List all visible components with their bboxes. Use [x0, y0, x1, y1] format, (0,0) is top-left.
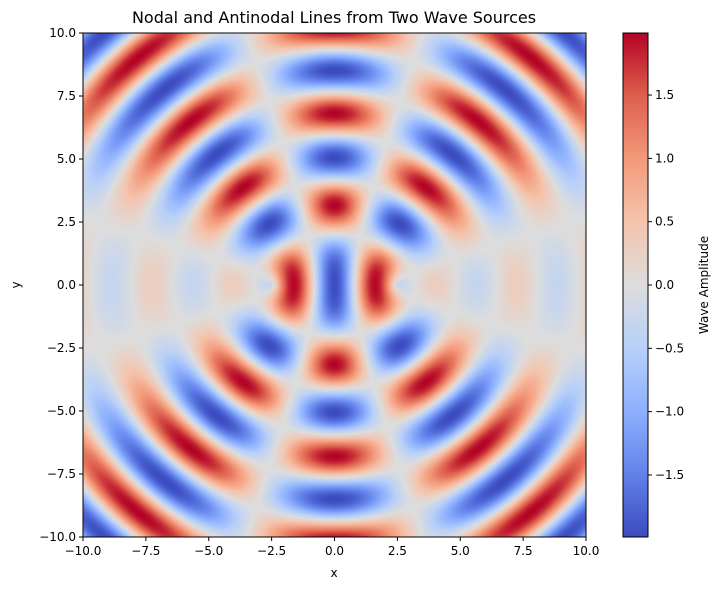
colorbar-tick-label: 1.5: [655, 88, 674, 102]
colorbar-tick-label: 1.0: [655, 151, 674, 165]
y-tick-label: 7.5: [57, 89, 76, 103]
x-tick-label: −10.0: [65, 544, 102, 558]
x-tick-label: 10.0: [573, 544, 600, 558]
y-tick-label: −2.5: [47, 341, 76, 355]
wave-interference-heatmap: [83, 33, 586, 537]
colorbar-axis: −1.5 −1.0 −0.5 0.0 0.5 1.0 1.5: [648, 88, 684, 482]
x-tick-label: 5.0: [451, 544, 470, 558]
colorbar-label: Wave Amplitude: [697, 236, 711, 334]
x-axis-label: x: [330, 566, 337, 580]
y-tick-label: −5.0: [47, 404, 76, 418]
y-tick-label: 2.5: [57, 215, 76, 229]
chart-title: Nodal and Antinodal Lines from Two Wave …: [132, 8, 536, 27]
colorbar-tick-label: 0.0: [655, 278, 674, 292]
colorbar-tick-label: 0.5: [655, 215, 674, 229]
colorbar-gradient: [623, 33, 648, 537]
plot-frame: [82, 32, 587, 538]
y-tick-label: 0.0: [57, 278, 76, 292]
y-tick-label: 10.0: [49, 26, 76, 40]
x-tick-label: 2.5: [388, 544, 407, 558]
x-axis: −10.0 −7.5 −5.0 −2.5 0.0 2.5 5.0 7.5 10.0: [65, 537, 600, 558]
colorbar-tick-label: −1.5: [655, 468, 684, 482]
x-tick-label: −5.0: [194, 544, 223, 558]
x-tick-label: −2.5: [257, 544, 286, 558]
colorbar-frame: [622, 32, 649, 538]
x-tick-label: −7.5: [131, 544, 160, 558]
y-axis: −10.0 −7.5 −5.0 −2.5 0.0 2.5 5.0 7.5 10.0: [39, 26, 83, 544]
y-axis-label: y: [9, 281, 23, 288]
colorbar-tick-label: −0.5: [655, 341, 684, 355]
y-tick-label: −7.5: [47, 467, 76, 481]
colorbar-tick-label: −1.0: [655, 405, 684, 419]
x-tick-label: 0.0: [325, 544, 344, 558]
y-tick-label: −10.0: [39, 530, 76, 544]
x-tick-label: 7.5: [514, 544, 533, 558]
y-tick-label: 5.0: [57, 152, 76, 166]
